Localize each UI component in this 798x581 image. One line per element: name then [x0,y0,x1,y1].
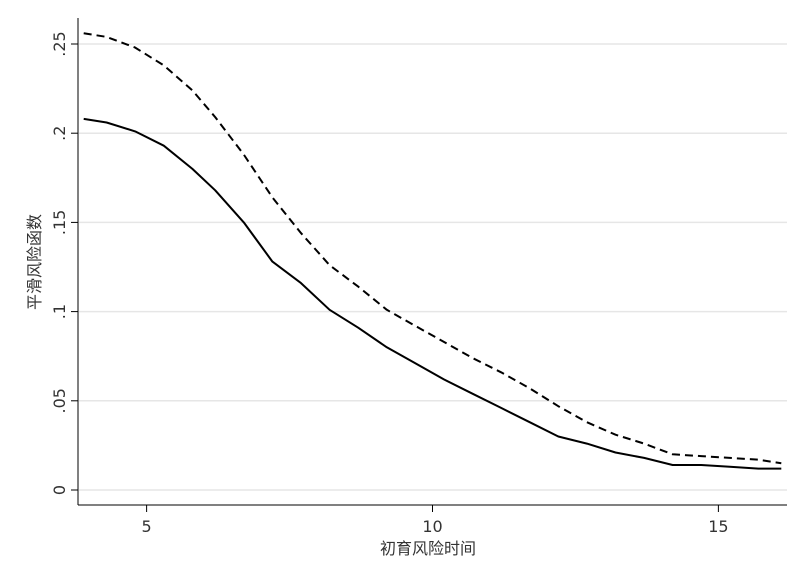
series-lines [83,32,782,470]
gridlines [79,43,787,491]
x-axis-title: 初育风险时间 [380,539,476,558]
y-tick-label: .25 [50,31,69,56]
y-tick-label: .1 [50,304,69,319]
series-line-dashed [83,32,782,465]
y-tick-label: .15 [50,210,69,235]
axes: 0 .05 .1 .15 .2 .25 5 10 15 [50,18,787,536]
y-axis-title: 平滑风险函数 [25,214,44,310]
y-tick-label: .05 [50,388,69,413]
x-tick-label: 15 [708,517,728,536]
x-tick-label: 10 [422,517,442,536]
x-tick-label: 5 [142,517,152,536]
y-tick-label: .2 [50,126,69,141]
y-tick-label: 0 [50,485,69,495]
series-line-solid [83,117,782,470]
